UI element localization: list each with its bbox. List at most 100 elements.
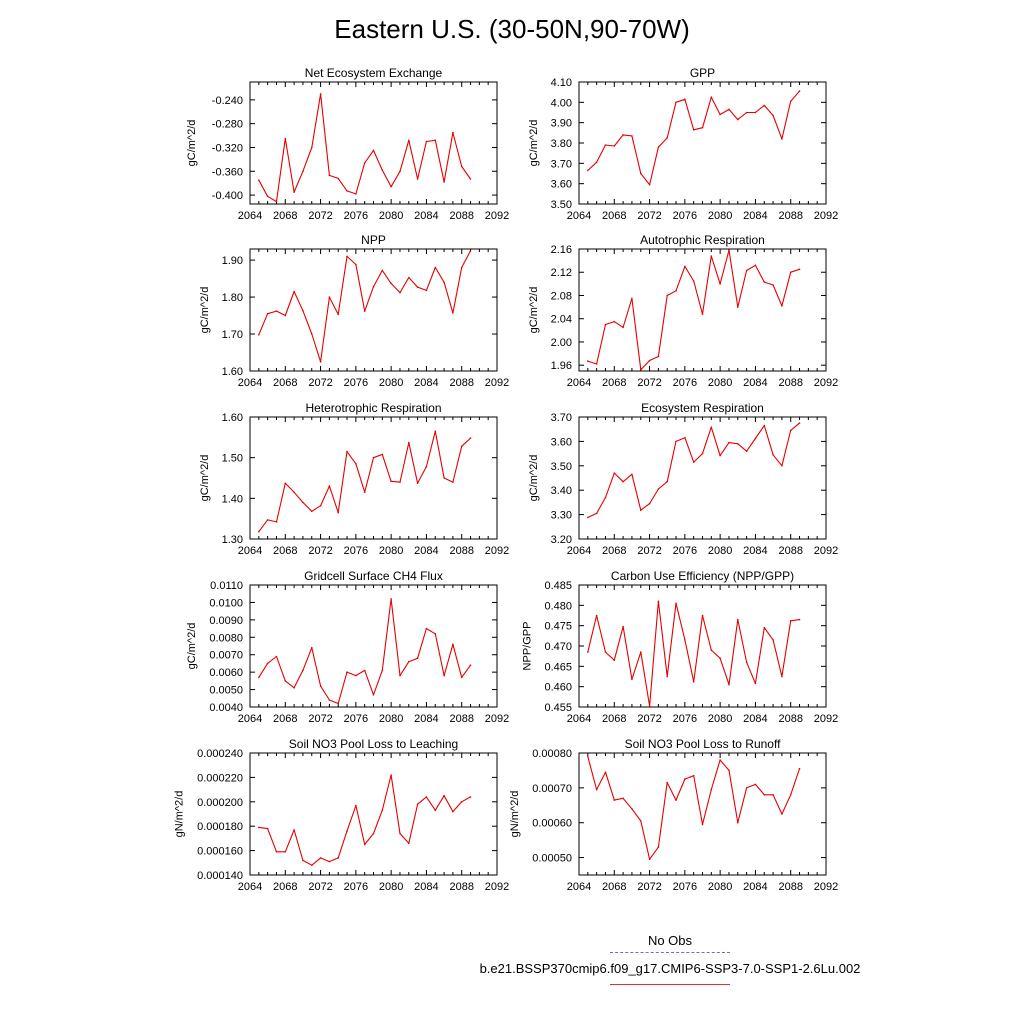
x-tick-label: 2088 (449, 713, 473, 725)
y-tick-label: 2.08 (551, 290, 572, 302)
data-point (675, 101, 677, 104)
data-point (408, 660, 410, 663)
data-point (613, 799, 616, 801)
x-tick-label: 2076 (344, 545, 368, 557)
data-point (763, 104, 766, 107)
data-point (399, 674, 401, 677)
data-point (399, 832, 401, 835)
data-point (346, 830, 348, 832)
data-point (781, 305, 783, 307)
x-tick-label: 2072 (308, 377, 332, 389)
data-point (284, 851, 287, 853)
x-tick-label: 2080 (379, 377, 403, 389)
x-tick-label: 2068 (273, 545, 297, 557)
chart-panel: Soil NO3 Pool Loss to Leaching 2064 2068 20… (174, 737, 510, 893)
data-point (363, 310, 366, 312)
data-point (622, 797, 624, 800)
x-tick-label: 2064 (238, 545, 262, 557)
data-point (675, 290, 677, 292)
plot-frame (249, 416, 498, 540)
data-point (781, 675, 783, 678)
x-tick-label: 2080 (379, 713, 403, 725)
data-point (390, 598, 392, 600)
x-tick-label: 2068 (273, 713, 297, 725)
x-tick-label: 2076 (344, 881, 368, 893)
data-point (745, 787, 748, 789)
y-axis-label: gC/m^2/d (528, 287, 540, 334)
data-point (425, 627, 428, 630)
data-point (798, 90, 801, 92)
data-point (363, 669, 366, 672)
data-point (399, 481, 401, 483)
data-point (613, 472, 616, 474)
data-point (311, 510, 313, 513)
series-line (587, 600, 800, 707)
data-point (266, 195, 269, 198)
data-point (434, 809, 437, 812)
x-tick-label: 2084 (414, 210, 438, 222)
data-point (363, 162, 366, 164)
data-point (666, 294, 668, 297)
data-point (604, 651, 607, 653)
x-tick-label: 2088 (449, 210, 473, 222)
data-point (416, 657, 419, 659)
data-point (416, 803, 419, 805)
y-tick-label: 0.465 (544, 661, 572, 673)
data-point (275, 655, 278, 658)
data-point (355, 263, 357, 266)
data-point (675, 799, 677, 801)
data-point (390, 185, 392, 188)
chart-title: Gridcell Surface CH4 Flux (304, 569, 443, 583)
y-tick-label: 0.0050 (209, 685, 243, 697)
data-point (381, 169, 384, 171)
data-point (613, 145, 616, 147)
data-point (631, 135, 633, 137)
data-point (266, 519, 269, 521)
x-tick-label: 2080 (708, 881, 732, 893)
data-point (416, 178, 419, 180)
series-line (258, 250, 471, 363)
data-point (657, 146, 660, 148)
legend-case-line (610, 984, 730, 985)
data-point (408, 842, 410, 845)
x-tick-label: 2068 (602, 210, 626, 222)
data-point (302, 669, 304, 672)
data-point (319, 361, 322, 363)
data-point (443, 181, 445, 183)
data-point (328, 296, 331, 298)
data-point (684, 778, 686, 780)
x-tick-label: 2092 (485, 545, 509, 557)
data-point (266, 662, 269, 665)
data-point (789, 429, 792, 432)
data-point (798, 422, 801, 424)
y-tick-label: 3.20 (551, 534, 572, 546)
y-axis-label: NPP/GPP (522, 622, 534, 671)
x-tick-label: 2092 (485, 881, 509, 893)
data-point (684, 265, 686, 268)
data-point (675, 602, 677, 605)
data-point (443, 477, 445, 479)
x-tick-label: 2080 (708, 545, 732, 557)
series-line (258, 430, 471, 533)
data-point (789, 100, 792, 103)
data-point (328, 174, 331, 177)
chart-panel: GPP 2064 2068 2072 2076 2080 2084 2088 2092 4.10 4… (528, 66, 838, 222)
data-point (666, 675, 668, 678)
x-tick-label: 2092 (814, 881, 838, 893)
data-point (443, 674, 445, 677)
x-tick-label: 2064 (567, 545, 591, 557)
data-point (363, 843, 366, 846)
chart-title: NPP (361, 233, 386, 247)
data-point (452, 131, 454, 134)
plot-frame (249, 81, 498, 205)
data-point (737, 821, 739, 824)
data-point (346, 255, 348, 258)
y-tick-label: 2.00 (551, 337, 572, 349)
series-line (587, 90, 800, 186)
x-tick-label: 2068 (602, 881, 626, 893)
x-tick-label: 2088 (778, 545, 802, 557)
data-point (692, 681, 695, 683)
x-tick-label: 2076 (673, 545, 697, 557)
x-tick-label: 2084 (414, 377, 438, 389)
